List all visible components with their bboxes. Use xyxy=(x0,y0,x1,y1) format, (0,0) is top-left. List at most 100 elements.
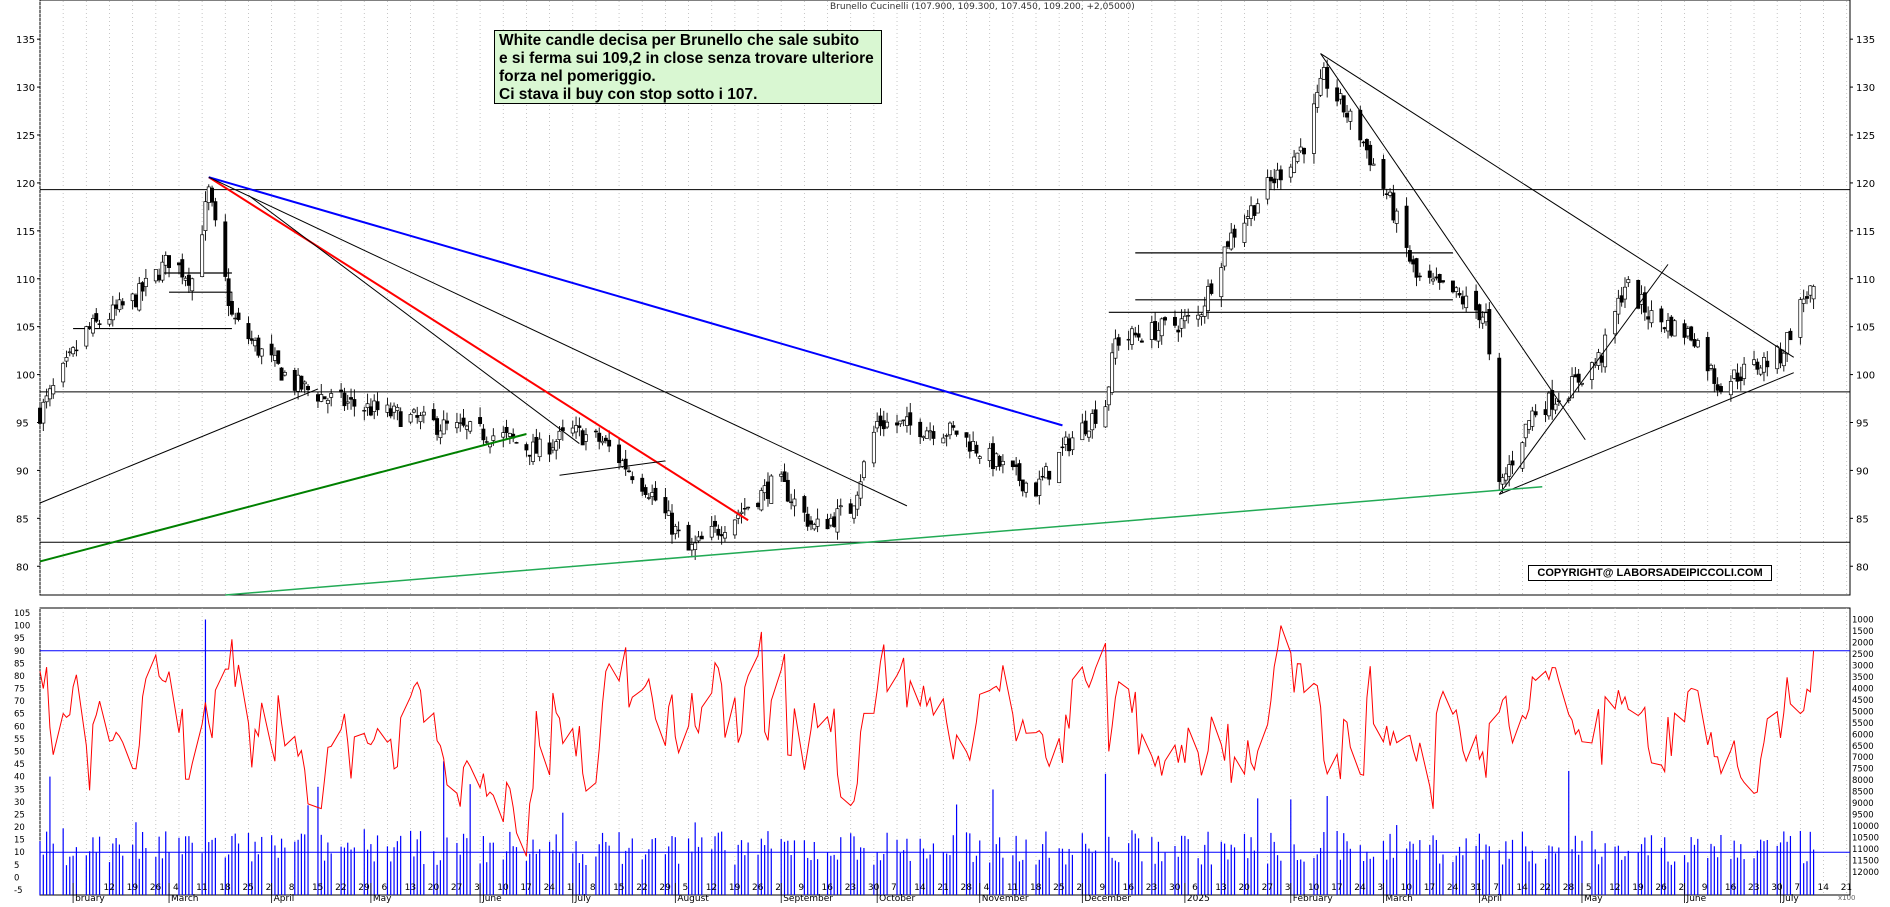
x-day-label: 22 xyxy=(335,883,346,893)
oscillator-tick-label: 0 xyxy=(14,873,19,883)
candle-body xyxy=(292,370,297,391)
candle-body xyxy=(802,496,807,513)
candle-body xyxy=(94,313,99,322)
x-day-label: 20 xyxy=(1238,883,1250,893)
candle-body xyxy=(1255,203,1260,214)
x-day-label: 14 xyxy=(914,883,926,893)
candle-body xyxy=(779,473,784,477)
candle-body xyxy=(994,453,999,467)
price-tick-label-right: 110 xyxy=(1856,275,1875,286)
candle-body xyxy=(527,454,532,457)
oscillator-tick-label: 70 xyxy=(14,697,25,707)
candle-body xyxy=(1116,337,1121,346)
candle-body xyxy=(713,520,717,527)
oscillator-tick-label: 75 xyxy=(14,685,25,695)
candle-body xyxy=(130,293,135,302)
candle-body xyxy=(1186,315,1191,317)
candle-body xyxy=(438,430,443,439)
volume-tick-label: 5500 xyxy=(1852,719,1874,729)
candle-body xyxy=(554,441,559,451)
candle-body xyxy=(1318,77,1323,96)
candle-body xyxy=(1086,430,1091,438)
candle-body xyxy=(693,542,698,550)
candle-body xyxy=(1292,156,1297,173)
candle-body xyxy=(630,476,635,481)
candle-body xyxy=(646,497,651,499)
candle-body xyxy=(782,471,787,482)
candle-body xyxy=(838,505,843,508)
candle-body xyxy=(1417,275,1422,278)
candle-body xyxy=(689,544,694,551)
candle-body xyxy=(640,477,645,492)
price-tick-label-right: 95 xyxy=(1856,419,1869,430)
x-day-label: 22 xyxy=(1540,883,1551,893)
volume-tick-label: 6500 xyxy=(1852,742,1874,752)
candle-body xyxy=(1361,141,1366,144)
candle-body xyxy=(282,372,287,376)
candle-body xyxy=(1265,177,1270,200)
candle-body xyxy=(1358,109,1363,141)
candle-body xyxy=(1715,384,1720,391)
trendline xyxy=(1498,264,1669,495)
candle-body xyxy=(1603,334,1608,368)
candle-body xyxy=(1695,340,1700,348)
volume-tick-label: 4000 xyxy=(1852,684,1874,694)
volume-tick-label: 2000 xyxy=(1852,638,1874,648)
candle-body xyxy=(531,441,535,462)
oscillator-tick-label: 40 xyxy=(14,773,25,783)
candle-body xyxy=(1136,333,1141,338)
trendline xyxy=(559,460,666,476)
candle-body xyxy=(375,401,380,411)
candle-body xyxy=(1500,477,1505,485)
x-day-label: 10 xyxy=(497,883,509,893)
x-day-label: 2 xyxy=(775,883,781,893)
candle-body xyxy=(1573,374,1578,378)
candle-body xyxy=(904,416,909,426)
price-tick-label-left: 120 xyxy=(16,179,35,190)
volume-tick-label: 7500 xyxy=(1852,765,1874,775)
candle-body xyxy=(200,234,205,277)
candle-body xyxy=(1811,286,1816,300)
candle-body xyxy=(1480,316,1485,324)
candle-body xyxy=(392,405,397,413)
trendline xyxy=(248,194,580,444)
candle-body xyxy=(623,458,628,470)
candle-body xyxy=(269,343,274,356)
price-tick-label-right: 130 xyxy=(1856,83,1875,94)
candle-body xyxy=(1507,464,1512,477)
candle-body xyxy=(1546,392,1551,417)
x-day-label: 16 xyxy=(1725,883,1737,893)
candle-body xyxy=(454,422,459,429)
x-day-label: 14 xyxy=(1516,883,1528,893)
candle-body xyxy=(64,357,69,362)
x-day-label: 9 xyxy=(1702,883,1708,893)
candle-body xyxy=(1434,276,1439,279)
candle-body xyxy=(464,425,469,430)
candle-body xyxy=(339,389,344,393)
candle-body xyxy=(1034,482,1038,497)
candle-body xyxy=(924,430,929,439)
price-tick-label-right: 135 xyxy=(1856,35,1875,46)
candle-body xyxy=(762,485,767,494)
candle-body xyxy=(1464,295,1469,309)
candle-body xyxy=(233,317,238,320)
candle-body xyxy=(1450,280,1455,293)
oscillator-tick-label: 25 xyxy=(14,810,25,820)
x-day-label: 18 xyxy=(219,883,231,893)
x-day-label: 21 xyxy=(1841,883,1852,893)
candle-body xyxy=(941,437,946,444)
candle-body xyxy=(1441,280,1445,283)
candle-body xyxy=(686,524,691,551)
x-day-label: 22 xyxy=(636,883,647,893)
candle-body xyxy=(858,481,863,499)
price-tick-label-right: 105 xyxy=(1856,323,1875,334)
x-day-label: 6 xyxy=(1192,883,1198,893)
candle-body xyxy=(1589,362,1594,380)
candle-body xyxy=(1669,316,1674,336)
candle-body xyxy=(1311,103,1316,154)
x-day-label: 7 xyxy=(1493,883,1499,893)
x-day-label: 7 xyxy=(891,883,897,893)
candle-body xyxy=(504,426,509,433)
candles xyxy=(38,59,1816,560)
candle-body xyxy=(756,502,760,508)
